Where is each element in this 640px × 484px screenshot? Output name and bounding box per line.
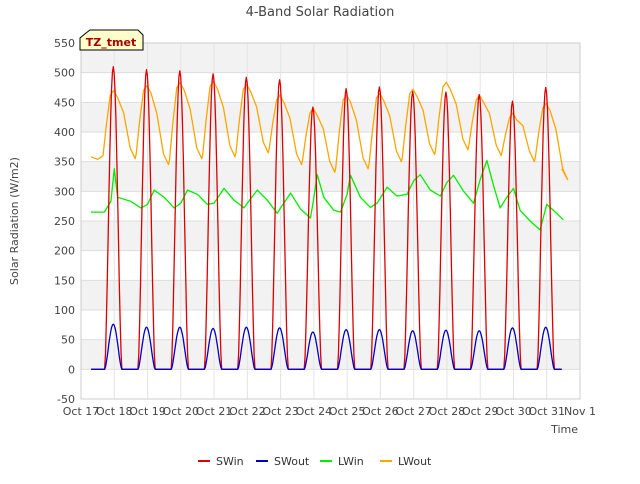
series-line-lwout xyxy=(90,80,569,181)
series-line-swout xyxy=(91,323,562,370)
x-tick-label: Oct 24 xyxy=(296,405,333,418)
x-tick-label: Oct 21 xyxy=(196,405,233,418)
x-tick-label: Oct 17 xyxy=(63,405,100,418)
background-band xyxy=(81,221,580,251)
annotation-box: TZ_tmet xyxy=(79,29,144,51)
y-tick-label: 300 xyxy=(54,185,75,198)
chart-title: 4-Band Solar Radiation xyxy=(246,5,395,20)
legend: SWin SWout LWin LWout xyxy=(198,455,432,468)
background-band xyxy=(81,43,580,73)
x-tick-label: Oct 29 xyxy=(462,405,499,418)
y-tick-label: 550 xyxy=(54,37,75,50)
series-line-lwin xyxy=(91,159,564,231)
y-tick-label: 400 xyxy=(54,126,75,139)
x-tick-label: Oct 19 xyxy=(129,405,166,418)
y-axis-label: Solar Radiation (W/m2) xyxy=(8,157,21,285)
y-tick-label: 150 xyxy=(54,274,75,287)
annotation-callout xyxy=(79,29,144,51)
y-tick-label: 350 xyxy=(54,156,75,169)
x-tick-label: Oct 20 xyxy=(163,405,200,418)
x-tick-label: Oct 28 xyxy=(429,405,466,418)
y-tick-label: 500 xyxy=(54,67,75,80)
x-tick-label: Oct 27 xyxy=(395,405,432,418)
y-tick-label: 200 xyxy=(54,245,75,258)
x-tick-label: Oct 30 xyxy=(495,405,532,418)
plot-frame xyxy=(80,42,581,400)
y-axis-ticks: -50 0 50 100 150 200 250 300 350 400 450 500 550 xyxy=(54,37,75,406)
x-tick-label: Nov 1 xyxy=(564,405,596,418)
background-band xyxy=(81,339,580,370)
background-band xyxy=(81,280,580,310)
background-band xyxy=(81,161,580,192)
legend-label-swout: SWout xyxy=(274,455,310,468)
y-tick-label: 0 xyxy=(68,363,75,376)
y-tick-label: 250 xyxy=(54,215,75,228)
x-tick-label: Oct 23 xyxy=(262,405,299,418)
legend-label-lwin: LWin xyxy=(338,455,364,468)
y-tick-label: 450 xyxy=(54,96,75,109)
y-tick-label: 50 xyxy=(61,334,75,347)
legend-label-swin: SWin xyxy=(216,455,244,468)
legend-label-lwout: LWout xyxy=(398,455,432,468)
x-tick-label: Oct 22 xyxy=(229,405,266,418)
background-band xyxy=(81,102,580,132)
series-lines xyxy=(90,66,569,370)
x-axis-label: Time xyxy=(550,423,578,436)
y-tick-label: 100 xyxy=(54,304,75,317)
x-tick-label: Oct 26 xyxy=(362,405,399,418)
annotation-label: TZ_tmet xyxy=(86,36,136,49)
x-tick-label: Oct 31 xyxy=(528,405,565,418)
x-tick-label: Oct 25 xyxy=(329,405,366,418)
y-tick-label: -50 xyxy=(57,393,75,406)
x-tick-label: Oct 18 xyxy=(96,405,133,418)
